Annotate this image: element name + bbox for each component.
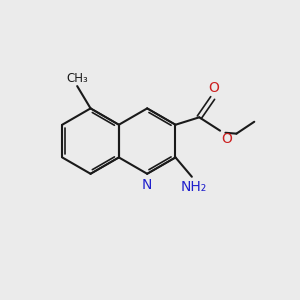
Text: NH₂: NH₂ — [180, 180, 206, 194]
Text: N: N — [142, 178, 152, 192]
Text: CH₃: CH₃ — [66, 72, 88, 85]
Text: O: O — [222, 132, 232, 146]
Text: O: O — [208, 81, 219, 95]
